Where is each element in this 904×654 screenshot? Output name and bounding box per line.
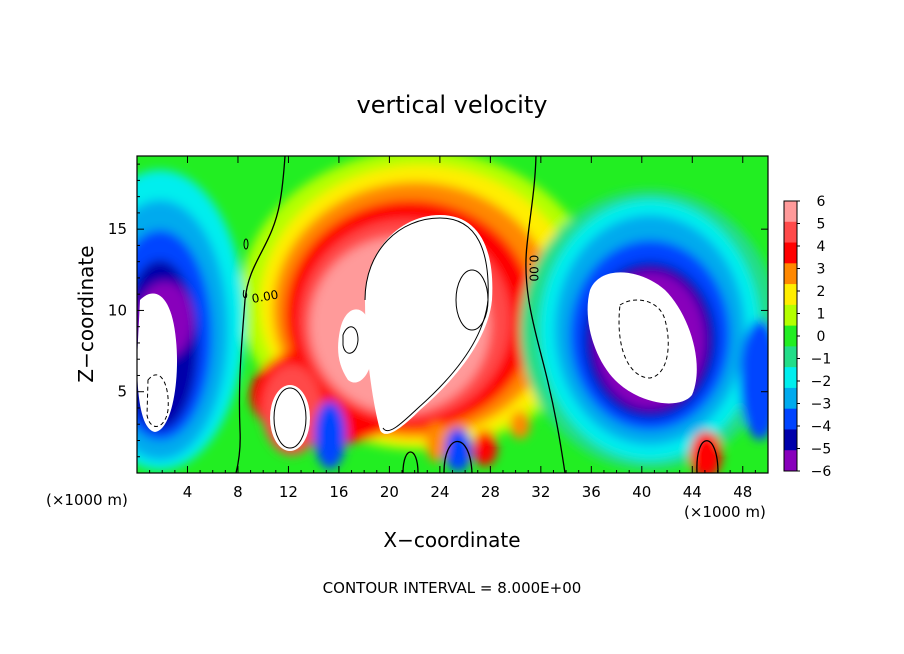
bottom-contour-2 <box>443 441 473 473</box>
y-axis-label: Z−coordinate <box>74 245 98 382</box>
x-unit-right: (×1000 m) <box>684 503 766 521</box>
bottom-updraft-cell-c <box>510 411 530 439</box>
x-tick-label: 16 <box>329 483 348 501</box>
central-core-lobe <box>338 309 374 383</box>
y-tick-label: 10 <box>108 301 127 319</box>
contour-labels: 0.00 0.00 <box>251 255 541 306</box>
colorbar-label: 2 <box>817 284 826 300</box>
colorbar-segment <box>784 263 797 285</box>
x-tick-label: 36 <box>582 483 601 501</box>
contour-interval-note: CONTOUR INTERVAL = 8.000E+00 <box>323 579 582 597</box>
colorbar-label: −2 <box>811 374 832 390</box>
left-updraft-core <box>270 385 310 451</box>
zero-contour-left <box>235 156 286 473</box>
x-tick-label: 12 <box>279 483 298 501</box>
bottom-updraft-cell-a <box>426 422 446 462</box>
colorbar-label: 4 <box>817 239 826 255</box>
colorbar-segment <box>784 429 797 451</box>
colorbar-segment <box>784 387 797 410</box>
colorbar-segment <box>784 221 797 244</box>
x-unit-left: (×1000 m) <box>46 491 128 509</box>
y-tick-label: 15 <box>108 220 127 238</box>
heatmap-field <box>137 156 768 473</box>
colorbar-label: −4 <box>811 419 832 435</box>
colorbar-segment <box>784 367 797 389</box>
x-tick-label: 8 <box>233 483 243 501</box>
x-tick-label: 28 <box>481 483 500 501</box>
colorbar-label: 1 <box>817 307 826 323</box>
colorbar-segment <box>784 450 797 472</box>
dashed-contour-right <box>618 299 669 379</box>
tiny-contour-2 <box>242 289 248 299</box>
colorbar-label: 0 <box>817 329 826 345</box>
colorbar-label: −3 <box>811 397 832 413</box>
x-tick-label: 40 <box>632 483 651 501</box>
zero-contour-right <box>525 156 566 473</box>
y-tick-label: 5 <box>117 383 127 401</box>
tiny-contour <box>243 238 249 250</box>
contour-label: 0.00 <box>251 288 280 306</box>
x-tick-label: 44 <box>683 483 702 501</box>
x-axis-ticks: 4 8 12 16 20 24 28 32 36 40 44 48 <box>149 156 756 501</box>
x-tick-label: 20 <box>380 483 399 501</box>
central-updraft-core <box>365 215 493 434</box>
colorbar-segment <box>784 346 797 368</box>
chart-title: vertical velocity <box>357 91 548 119</box>
left-cell-contour <box>273 387 307 449</box>
colorbar-segment <box>784 242 797 264</box>
small-contour <box>342 326 359 354</box>
core-contour <box>364 217 489 432</box>
x-tick-label: 48 <box>733 483 752 501</box>
contour-label: 0.00 <box>526 255 540 282</box>
colorbar-segment <box>784 201 797 223</box>
x-tick-label: 24 <box>430 483 449 501</box>
contour-lines <box>146 156 719 473</box>
colorbar-segment <box>784 284 797 306</box>
x-tick-label: 32 <box>531 483 550 501</box>
bottom-downdraft-cell-2 <box>444 428 472 472</box>
bottom-updraft-cell-b <box>473 430 497 466</box>
x-axis-label: X−coordinate <box>383 528 520 552</box>
colorbar: 6 5 4 3 2 1 0 −1 −2 −3 −4 −5 −6 <box>783 194 832 480</box>
colorbar-segment <box>784 408 797 430</box>
colorbar-segment <box>784 325 797 347</box>
colorbar-label: −1 <box>811 352 832 368</box>
right-bottom-updraft <box>690 431 722 473</box>
colorbar-label: 6 <box>817 194 826 210</box>
bottom-contour-3 <box>696 440 719 473</box>
colorbar-segment <box>784 304 797 327</box>
dashed-contour-left <box>146 374 169 427</box>
colorbar-label: −6 <box>811 464 832 480</box>
x-tick-label: 4 <box>183 483 193 501</box>
right-downdraft-core <box>587 272 697 404</box>
inner-contour <box>455 269 489 331</box>
bottom-downdraft-cell <box>314 401 346 469</box>
y-axis-ticks: 5 10 15 <box>108 163 768 458</box>
bottom-contour-1 <box>402 451 419 473</box>
colorbar-label: 5 <box>817 217 826 233</box>
colorbar-label: −5 <box>811 442 832 458</box>
right-edge-downdraft <box>740 320 768 440</box>
colorbar-label: 3 <box>817 262 826 278</box>
